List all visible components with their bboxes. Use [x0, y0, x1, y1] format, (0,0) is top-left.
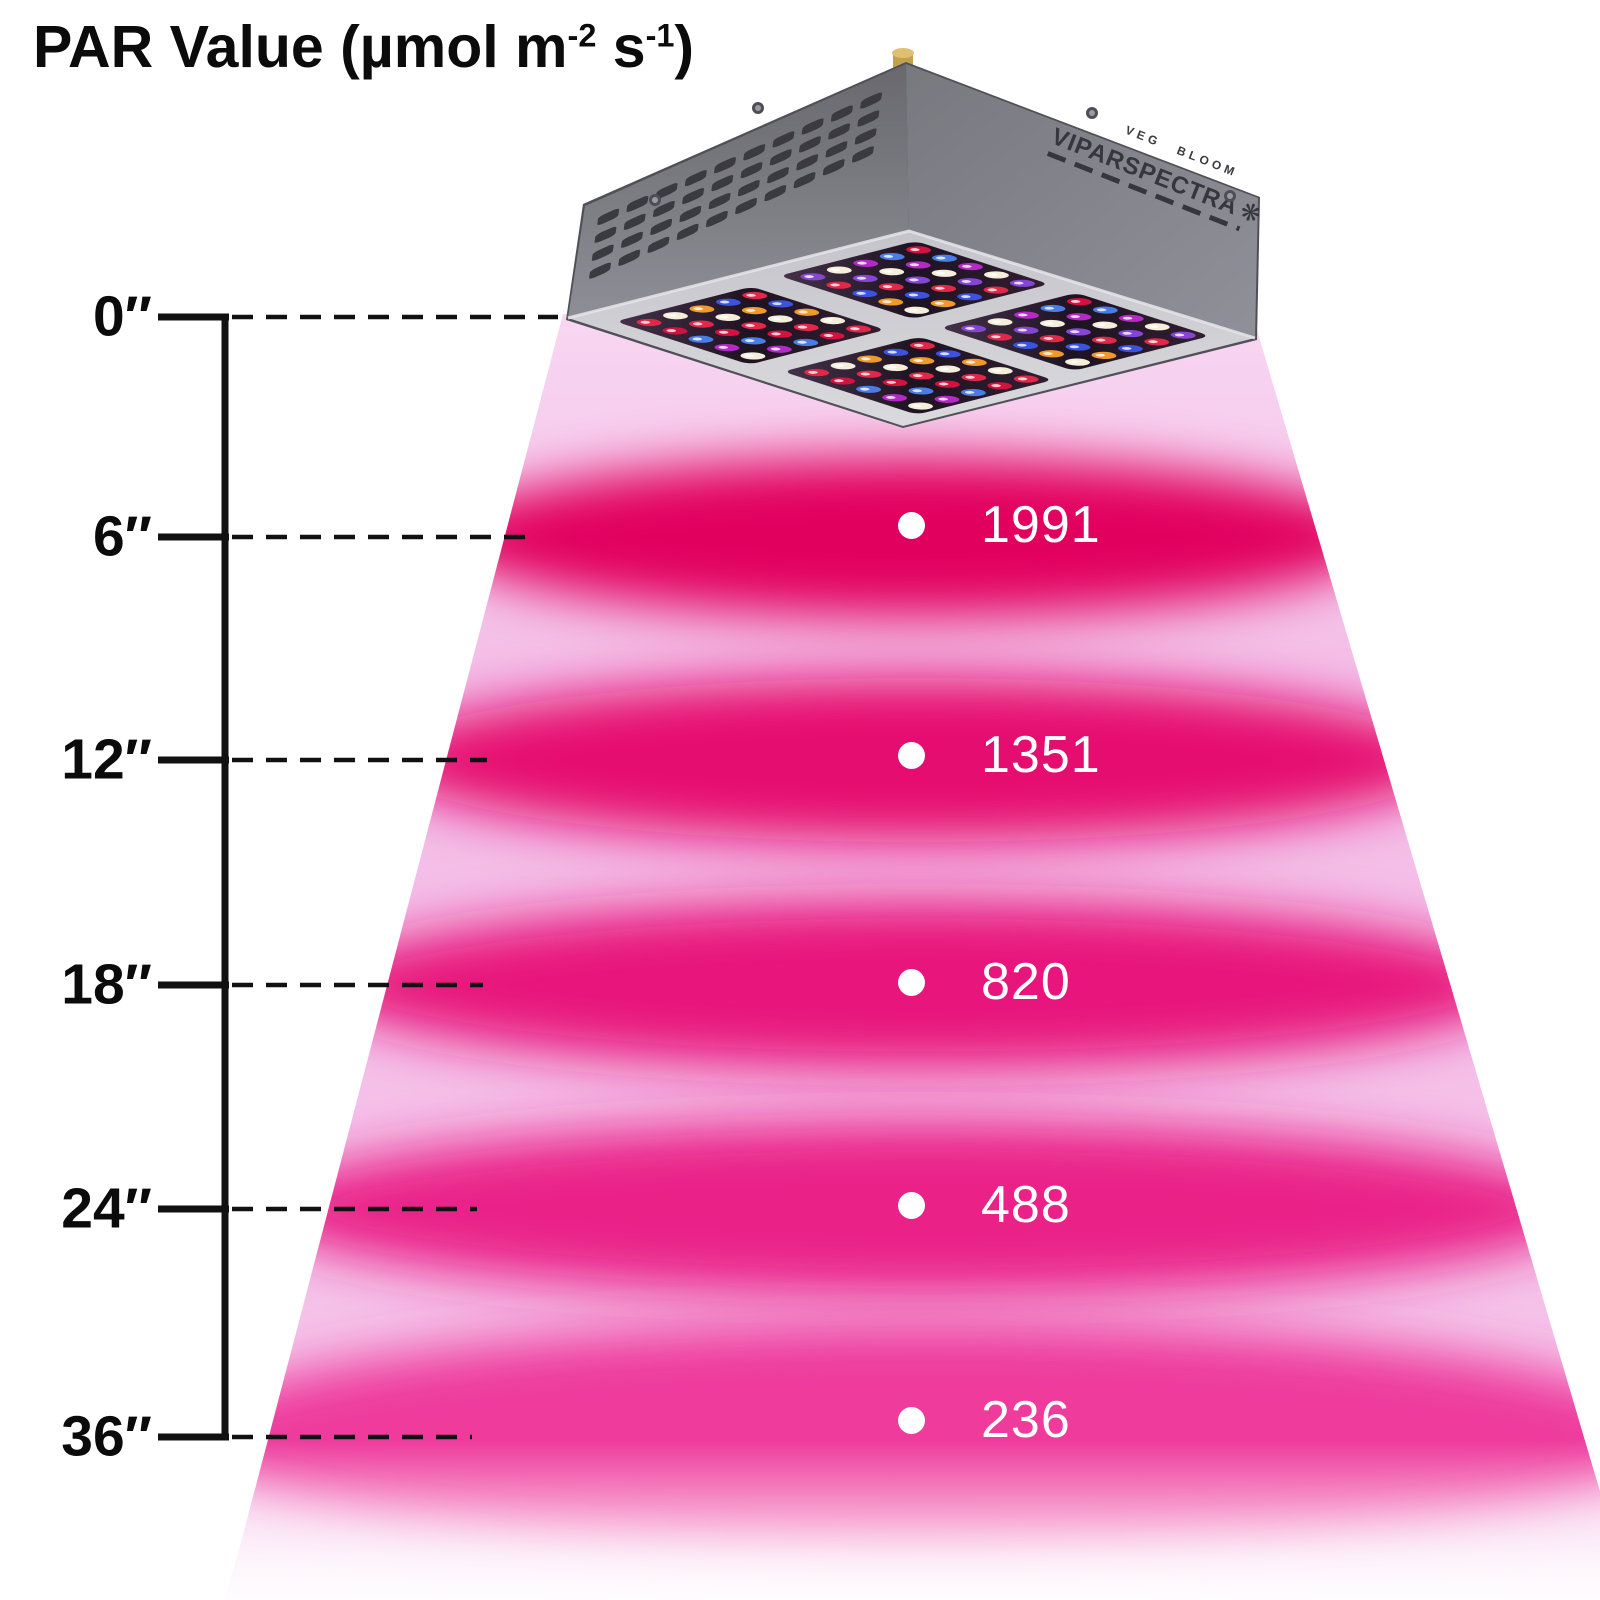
par-measurement-12in: 1351 [898, 729, 1101, 781]
vent-slots [589, 92, 883, 279]
measurement-dot [898, 511, 925, 539]
housing-screws [649, 102, 1236, 206]
fixture-bottom-face [568, 231, 1255, 426]
exponent: -1 [645, 17, 675, 54]
measurement-dot [898, 968, 925, 996]
par-measurement-6in: 1991 [898, 499, 1101, 551]
par-value: 488 [981, 1176, 1071, 1234]
brand-underline-dashes [1046, 151, 1241, 232]
page-title: PAR Value (µmol m-2 s-1) [33, 14, 695, 80]
distance-scale [158, 313, 558, 1441]
led-panels [620, 242, 1206, 414]
par-value: 236 [981, 1391, 1071, 1449]
par-value: 820 [981, 953, 1071, 1011]
distance-label-0in: 0″ [92, 284, 152, 349]
measurement-dot [898, 1406, 925, 1434]
par-measurement-24in: 488 [898, 1179, 1071, 1231]
light-cone [226, 314, 1600, 1600]
measurement-dot [898, 741, 925, 769]
par-value: 1991 [981, 496, 1101, 554]
led-grow-light-fixture: VEGBLOOM VIPARSPECTRA❋ [566, 48, 1265, 428]
distance-label-6in: 6″ [92, 504, 152, 569]
distance-label-36in: 36″ [61, 1404, 152, 1469]
par-measurement-36in: 236 [898, 1394, 1071, 1446]
distance-label-12in: 12″ [61, 727, 152, 792]
cone-bottom-fade [226, 1440, 1600, 1600]
fixture-right-face [906, 64, 1258, 338]
par-value: 1351 [981, 726, 1101, 784]
par-measurement-18in: 820 [898, 956, 1071, 1008]
distance-label-24in: 24″ [61, 1176, 152, 1241]
led-diodes [636, 246, 1196, 410]
bottom-face-rim-highlight [567, 229, 1256, 340]
measurement-dot [898, 1191, 925, 1219]
distance-label-18in: 18″ [61, 952, 152, 1017]
exponent: -2 [567, 17, 597, 54]
